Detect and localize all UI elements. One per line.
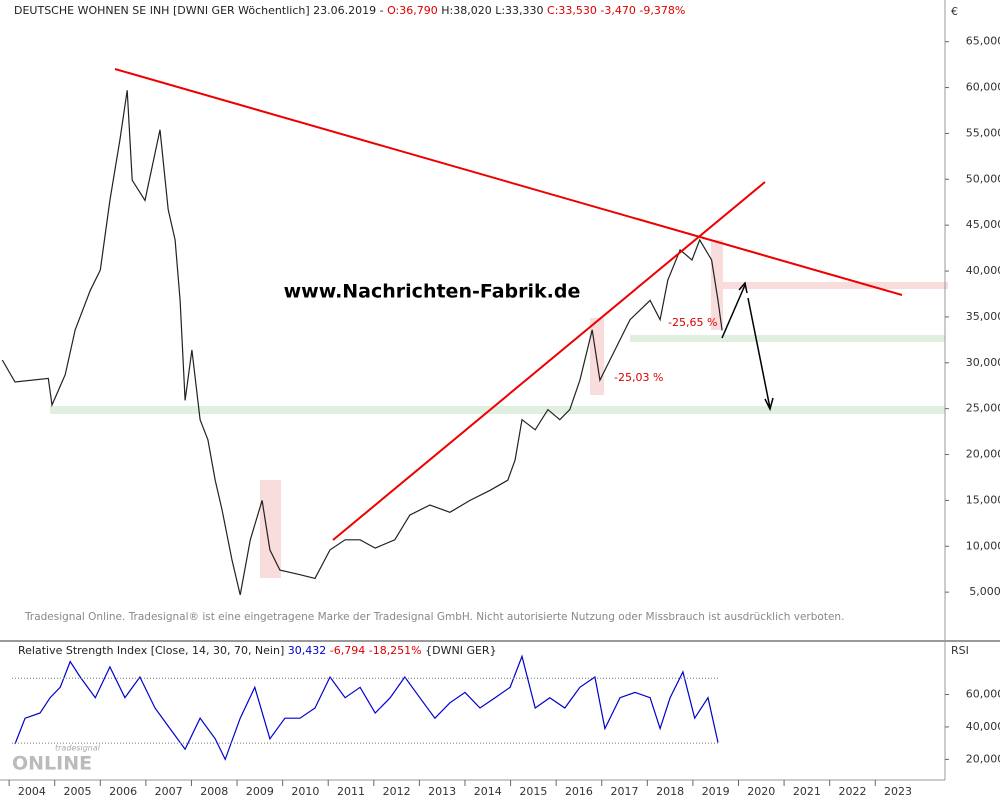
drop-box [590,318,604,395]
arrow-head [764,397,774,412]
arrow [721,284,746,339]
y-tick-label: 10,000 [966,539,1000,552]
resistance-band [720,282,948,289]
y-tick-label: 65,000 [966,35,1000,48]
x-tick-label: 2004 [18,785,46,798]
y-tick-label: 20,000 [966,752,1000,765]
title-part: C:33,530 -3,470 -9,378% [547,4,685,17]
title-part: {DWNI GER} [425,644,496,657]
title-part: DEUTSCHE WOHNEN SE INH [DWNI GER Wöchent… [14,4,384,17]
x-tick-label: 2018 [656,785,684,798]
x-tick-label: 2017 [611,785,639,798]
arrow [747,297,771,409]
price-line [1,90,723,596]
annotation: -25,03 % [614,371,663,384]
y-tick-label: 20,000 [966,448,1000,461]
x-tick-label: 2008 [200,785,228,798]
x-tick-label: 2022 [838,785,866,798]
x-tick-label: 2009 [246,785,274,798]
title-part: -6,794 -18,251% [330,644,422,657]
x-tick-label: 2019 [702,785,730,798]
title-part: O:36,790 [387,4,438,17]
trend-line [332,181,766,541]
chart-title: Relative Strength Index [Close, 14, 30, … [18,644,497,657]
x-tick-label: 2020 [747,785,775,798]
x-tick-label: 2016 [565,785,593,798]
drop-box [711,240,723,330]
x-tick-label: 2023 [884,785,912,798]
price-line [14,654,719,761]
title-part: H:38,020 L:33,330 [441,4,543,17]
x-tick-label: 2021 [793,785,821,798]
y-tick-label: 5,000 [969,585,1000,598]
x-tick-label: 2011 [337,785,365,798]
y-tick-label: 60,000 [966,687,1000,700]
arrow-head [738,281,748,294]
drop-box [260,480,281,578]
x-tick-label: 2010 [291,785,319,798]
watermark: www.Nachrichten-Fabrik.de [284,281,581,303]
y-tick-label: 40,000 [966,264,1000,277]
y-tick-label: 55,000 [966,126,1000,139]
x-tick-label: 2014 [474,785,502,798]
y-tick-label: 45,000 [966,218,1000,231]
logo-text: ONLINE [12,753,92,775]
y-tick-label: 50,000 [966,172,1000,185]
logo-text: tradesignal [55,744,101,753]
x-tick-label: 2007 [155,785,183,798]
y-tick-label: 25,000 [966,402,1000,415]
title-part: Relative Strength Index [Close, 14, 30, … [18,644,284,657]
support-band [630,335,945,342]
y-tick-label: 35,000 [966,310,1000,323]
x-tick-label: 2005 [63,785,91,798]
y-tick-label: 40,000 [966,720,1000,733]
chart-title: DEUTSCHE WOHNEN SE INH [DWNI GER Wöchent… [14,4,685,17]
trend-line [114,68,903,296]
y-tick-label: 60,000 [966,81,1000,94]
y-tick-label: 15,000 [966,493,1000,506]
support-band [50,406,945,414]
y-tick-label: 30,000 [966,356,1000,369]
x-tick-label: 2013 [428,785,456,798]
x-tick-label: 2015 [519,785,547,798]
x-tick-label: 2006 [109,785,137,798]
x-tick-label: 2012 [383,785,411,798]
axis-unit: € [951,5,958,18]
copyright: Tradesignal Online. Tradesignal® ist ein… [24,611,844,623]
annotation: -25,65 % [668,316,717,329]
forecast-arrows [721,281,774,412]
axis-unit: RSI [951,644,969,657]
title-part: 30,432 [288,644,327,657]
